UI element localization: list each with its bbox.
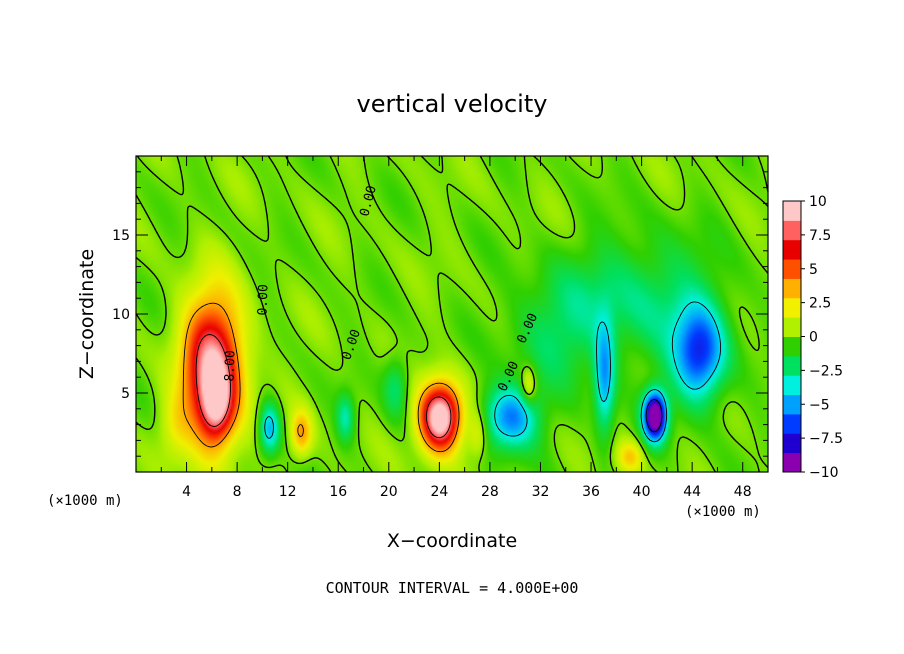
y-axis-label: Z−coordinate	[76, 249, 98, 379]
x-tick-label: 36	[582, 484, 600, 500]
x-axis: 4 8 12 16 20 24 28 32 36 40 44 48	[160, 156, 752, 500]
colorbar-tick-label: −5	[809, 397, 830, 413]
x-tick-label: 44	[683, 484, 701, 500]
colorbar-tick-label: 10	[809, 194, 827, 210]
y-tick-label: 15	[112, 228, 130, 244]
x-tick-label: 4	[182, 484, 191, 500]
colorbar-swatch	[783, 394, 801, 415]
colorbar-swatch	[783, 201, 801, 221]
contour-label: 8.00	[222, 350, 238, 382]
colorbar-tick-label: −10	[809, 465, 839, 481]
colorbar: 10 7.5 5 2.5 0 −2.5 −5 −7.5 −10	[782, 194, 843, 481]
colorbar-swatch	[783, 433, 801, 454]
y-tick-label: 10	[112, 307, 130, 323]
colorbar-swatch	[783, 239, 801, 260]
colorbar-swatch	[783, 259, 801, 279]
colorbar-tick-label: −7.5	[809, 431, 843, 447]
colorbar-swatch	[783, 336, 801, 357]
plot-area: 0.00 0.00 0.00 8.00 0.00 0.00	[135, 155, 769, 473]
contour-line	[264, 301, 722, 443]
x-tick-label: 24	[430, 484, 448, 500]
chart-title: vertical velocity	[357, 90, 548, 118]
x-tick-label: 48	[734, 484, 752, 500]
x-tick-label: 32	[532, 484, 550, 500]
x-tick-label: 8	[233, 484, 242, 500]
colorbar-swatch	[783, 278, 801, 299]
colorbar-swatch	[783, 452, 801, 473]
y-axis: 5 10 15	[112, 171, 768, 457]
colorbar-tick-label: 0	[809, 330, 818, 346]
colorbar-swatch	[783, 355, 801, 376]
y-tick-label: 5	[121, 386, 130, 402]
x-tick-label: 20	[380, 484, 398, 500]
x-unit-label-right: (×1000 m)	[685, 504, 761, 520]
colorbar-swatch	[783, 375, 801, 396]
x-tick-label: 40	[633, 484, 651, 500]
colorbar-swatch	[783, 317, 801, 337]
colorbar-tick-label: 5	[809, 262, 818, 278]
contour-interval-footer: CONTOUR INTERVAL = 4.000E+00	[326, 579, 579, 597]
colorbar-swatch	[783, 413, 801, 434]
x-tick-label: 16	[329, 484, 347, 500]
contour-line	[182, 302, 460, 453]
colorbar-tick-label: 2.5	[809, 296, 831, 312]
contour-label: 0.00	[255, 284, 271, 316]
x-tick-label: 12	[279, 484, 297, 500]
colorbar-tick-label: 7.5	[809, 228, 831, 244]
colorbar-swatch	[783, 297, 801, 318]
x-unit-label-left: (×1000 m)	[47, 493, 123, 509]
colorbar-swatch	[783, 220, 801, 241]
heatmap-image	[136, 156, 768, 472]
colorbar-tick-label: −2.5	[809, 363, 843, 379]
contour-line	[195, 334, 452, 439]
x-axis-label: X−coordinate	[387, 530, 517, 552]
contour-line	[645, 398, 663, 433]
x-tick-label: 28	[481, 484, 499, 500]
